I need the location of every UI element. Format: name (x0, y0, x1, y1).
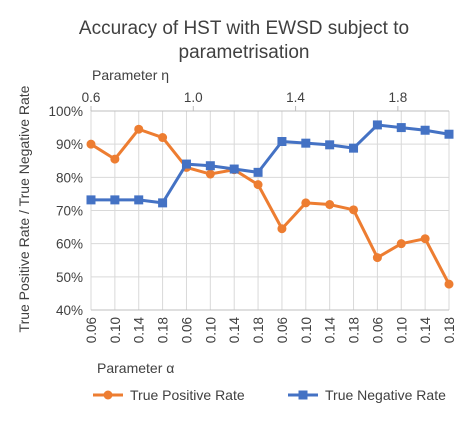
x-tick-label: 0.06 (370, 317, 385, 343)
data-point-true-positive-rate (205, 169, 215, 179)
y-tick-label: 60% (56, 237, 83, 252)
series-line-true-negative-rate (91, 123, 450, 205)
y-tick-label: 50% (56, 270, 83, 285)
data-point-true-positive-rate (372, 253, 382, 263)
top-axis-title: Parameter η (92, 67, 169, 83)
x-tick-label: 0.10 (203, 317, 218, 343)
series-line-true-positive-rate (90, 127, 451, 285)
y-tick-label: 80% (56, 170, 83, 185)
data-point-true-negative-rate (325, 140, 335, 150)
legend-marker-true-positive-rate (103, 390, 113, 400)
chart-title-line-2: parametrisation (179, 42, 310, 63)
series-group (86, 120, 454, 289)
chart-title-line-1: Accuracy of HST with EWSD subject to (79, 18, 409, 39)
data-point-true-positive-rate (134, 124, 144, 134)
x-tick-label: 0.18 (156, 317, 171, 343)
data-point-true-negative-rate (301, 138, 311, 148)
top-tick-label: 0.6 (82, 90, 101, 105)
data-point-true-positive-rate (444, 279, 454, 289)
y-tick-label: 40% (56, 303, 83, 318)
data-point-true-negative-rate (110, 195, 120, 205)
data-point-true-positive-rate (277, 224, 287, 234)
axes: 40% 50% 60% 70% 80% 90% 100% 0.06 0.10 0.14 0.18 0.… (48, 90, 457, 343)
data-point-true-negative-rate (444, 129, 454, 139)
data-point-true-negative-rate (205, 161, 215, 171)
x-tick-label: 0.14 (227, 317, 242, 344)
y-tick-label: 100% (48, 104, 83, 119)
x-tick-label: 0.10 (299, 317, 314, 343)
y-tick-label: 70% (56, 204, 83, 219)
data-point-true-negative-rate (158, 198, 168, 208)
x-tick-label: 0.18 (442, 317, 457, 343)
legend-label-true-positive-rate: True Positive Rate (130, 387, 245, 403)
data-point-true-positive-rate (420, 234, 430, 244)
top-tick-label: 1.4 (286, 90, 305, 105)
data-point-true-negative-rate (86, 195, 96, 205)
legend-marker-true-negative-rate (298, 390, 308, 400)
x-tick-label: 0.10 (394, 317, 409, 343)
data-point-true-positive-rate (253, 180, 263, 190)
data-point-true-negative-rate (420, 125, 430, 135)
x-tick-label: 0.06 (275, 317, 290, 343)
legend: True Positive Rate True Negative Rate (93, 387, 446, 403)
x-tick-label: 0.06 (179, 317, 194, 343)
data-point-true-negative-rate (396, 123, 406, 133)
data-point-true-negative-rate (134, 195, 144, 205)
data-point-true-positive-rate (158, 133, 168, 143)
data-point-true-negative-rate (253, 167, 263, 177)
data-point-true-positive-rate (349, 205, 359, 215)
data-point-true-negative-rate (277, 137, 287, 147)
x-tick-label: 0.14 (323, 317, 338, 344)
data-point-true-positive-rate (86, 139, 96, 149)
x-tick-label: 0.18 (347, 317, 362, 343)
y-tick-label: 90% (56, 137, 83, 152)
data-point-true-negative-rate (181, 159, 191, 169)
gridlines (90, 110, 450, 311)
y-axis-title: True Positive Rate / True Negative Rate (16, 85, 32, 332)
data-point-true-positive-rate (325, 200, 335, 210)
x-tick-label: 0.14 (418, 317, 433, 344)
x-tick-label: 0.18 (251, 317, 266, 343)
data-point-true-positive-rate (301, 198, 311, 208)
x-tick-label: 0.10 (108, 317, 123, 343)
x-axis-title: Parameter α (97, 360, 174, 376)
x-tick-label: 0.14 (132, 317, 147, 344)
top-tick-label: 1.8 (388, 90, 407, 105)
top-tick-label: 1.0 (184, 90, 203, 105)
data-point-true-positive-rate (396, 239, 406, 249)
data-point-true-negative-rate (372, 120, 382, 130)
data-point-true-positive-rate (110, 154, 120, 164)
data-point-true-negative-rate (229, 164, 239, 174)
legend-label-true-negative-rate: True Negative Rate (325, 387, 446, 403)
data-point-true-negative-rate (349, 143, 359, 153)
x-tick-label: 0.06 (84, 317, 99, 343)
